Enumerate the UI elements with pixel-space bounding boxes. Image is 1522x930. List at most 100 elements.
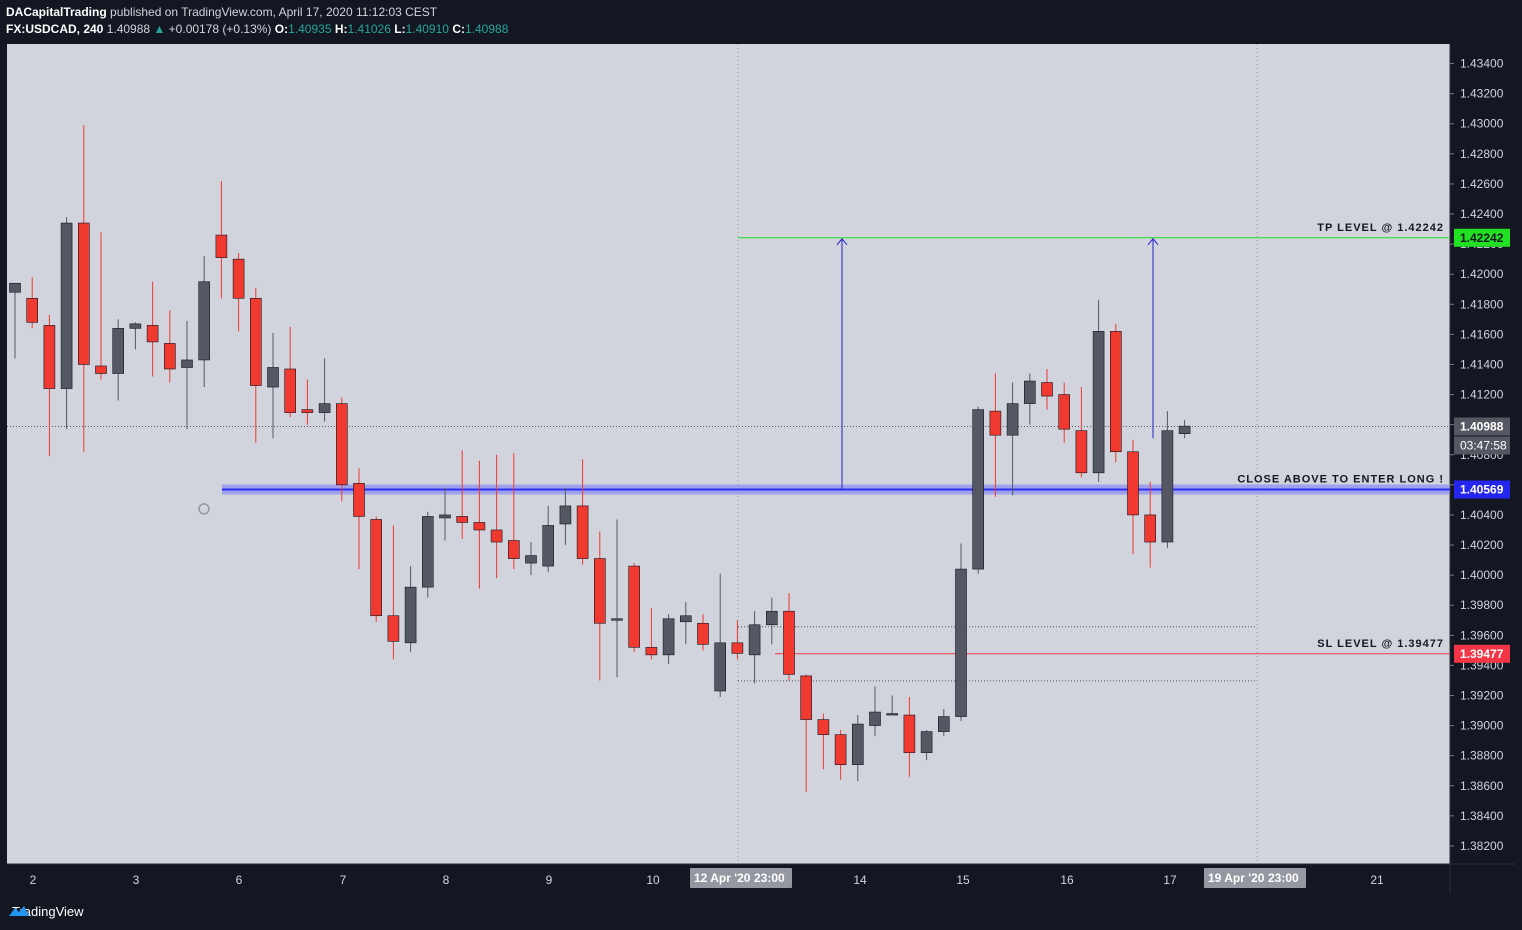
candle-bearish[interactable]	[490, 529, 503, 543]
x-tick-label: 15	[956, 873, 970, 887]
candle-bullish[interactable]	[198, 281, 210, 361]
y-tick-label: 1.39600	[1460, 628, 1504, 642]
candle-bearish[interactable]	[576, 505, 589, 559]
candle-bullish[interactable]	[920, 731, 933, 753]
candle-bearish[interactable]	[817, 719, 830, 735]
y-tick-label: 1.42600	[1460, 177, 1504, 191]
candle-bearish[interactable]	[473, 522, 486, 531]
candle-bullish[interactable]	[129, 323, 142, 329]
candle-bearish[interactable]	[146, 325, 159, 343]
candle-bearish[interactable]	[370, 519, 383, 617]
y-tick-label: 1.42000	[1460, 267, 1504, 281]
candle-bullish[interactable]	[1161, 430, 1174, 543]
tradingview-logo-icon	[9, 906, 29, 916]
low-value: 1.40910	[405, 22, 449, 36]
candle-bullish[interactable]	[181, 359, 193, 368]
candle-bearish[interactable]	[507, 540, 520, 559]
candle-bearish[interactable]	[164, 343, 176, 370]
candle-bearish[interactable]	[834, 734, 847, 765]
candle-bearish[interactable]	[903, 714, 916, 753]
y-tick-label: 1.43200	[1460, 87, 1504, 101]
candle-bullish[interactable]	[525, 555, 537, 564]
candle-bearish[interactable]	[215, 234, 228, 258]
candle-bearish[interactable]	[645, 647, 658, 656]
candle-bullish[interactable]	[869, 711, 881, 726]
x-tick-label: 8	[443, 873, 450, 887]
brand-name: TradingView	[12, 904, 84, 919]
candle-bearish[interactable]	[1144, 514, 1156, 543]
candle-bullish[interactable]	[559, 505, 572, 525]
x-tick-label: 10	[646, 873, 660, 887]
candle-bearish[interactable]	[95, 365, 107, 374]
candle-bullish[interactable]	[1024, 380, 1036, 404]
high-label: H:	[334, 22, 348, 36]
candle-bullish[interactable]	[318, 403, 331, 413]
y-tick-label: 1.38800	[1460, 749, 1504, 763]
candlestick-chart[interactable]: 1.43400 1.43200 1.43000 1.42800 1.42600 1.424…	[0, 44, 1522, 894]
candle-bullish[interactable]	[714, 642, 727, 692]
y-tick-label: 1.41600	[1460, 327, 1504, 341]
candle-bearish[interactable]	[78, 222, 90, 365]
candle-bearish[interactable]	[284, 368, 297, 413]
candle-bearish[interactable]	[697, 622, 709, 645]
candle-bullish[interactable]	[955, 568, 967, 717]
candle-bullish[interactable]	[765, 610, 778, 626]
sl-price-tag	[1454, 644, 1510, 663]
close-value: 1.40988	[464, 22, 509, 36]
candle-bullish[interactable]	[886, 713, 899, 716]
candle-bearish[interactable]	[783, 610, 795, 675]
candle-bullish[interactable]	[851, 723, 864, 765]
candle-bullish[interactable]	[1006, 403, 1019, 436]
candle-bearish[interactable]	[628, 565, 641, 648]
candle-bearish[interactable]	[43, 325, 56, 389]
candle-bearish[interactable]	[335, 403, 348, 486]
y-tick-label: 1.42800	[1460, 147, 1504, 161]
candle-bullish[interactable]	[611, 618, 623, 621]
candle-bearish[interactable]	[1110, 331, 1122, 453]
candle-bearish[interactable]	[800, 675, 813, 720]
tp-price-tag	[1454, 228, 1510, 247]
candle-bearish[interactable]	[456, 516, 469, 523]
candle-bullish[interactable]	[662, 618, 675, 656]
y-tick-label: 1.38200	[1460, 839, 1504, 853]
candle-bearish[interactable]	[593, 558, 606, 624]
y-tick-label: 1.41400	[1460, 357, 1504, 371]
candle-bullish[interactable]	[421, 516, 434, 588]
candle-bearish[interactable]	[232, 258, 245, 299]
chart-frame[interactable]: 1.43400 1.43200 1.43000 1.42800 1.42600 1.424…	[0, 44, 1522, 894]
candle-bullish[interactable]	[748, 624, 761, 656]
open-value: 1.40935	[288, 22, 332, 36]
y-tick-label: 1.42400	[1460, 207, 1504, 221]
plot-area[interactable]	[7, 44, 1450, 864]
candle-bearish[interactable]	[1127, 451, 1139, 516]
candle-bearish[interactable]	[1041, 382, 1053, 397]
candle-bearish[interactable]	[1075, 430, 1088, 474]
symbol-label[interactable]: FX:USDCAD, 240	[6, 22, 104, 36]
candle-bearish[interactable]	[250, 297, 262, 386]
candle-bullish[interactable]	[679, 615, 692, 623]
entry-price-tag-text: 1.40569	[1460, 483, 1504, 497]
candle-bullish[interactable]	[267, 367, 279, 388]
candle-bullish[interactable]	[9, 282, 21, 293]
candle-bullish[interactable]	[972, 409, 985, 570]
candle-bullish[interactable]	[1178, 425, 1191, 434]
candle-bearish[interactable]	[26, 297, 39, 323]
candle-bullish[interactable]	[1092, 331, 1105, 474]
candle-bullish[interactable]	[542, 525, 555, 567]
x-tick-label: 14	[853, 873, 867, 887]
candle-bearish[interactable]	[353, 483, 365, 517]
candle-bullish[interactable]	[404, 586, 417, 644]
candle-bullish[interactable]	[60, 222, 73, 389]
candle-bullish[interactable]	[112, 328, 124, 374]
candle-bearish[interactable]	[731, 642, 744, 654]
candle-bearish[interactable]	[1058, 394, 1070, 430]
time-axis-badge	[690, 868, 792, 888]
tradingview-brand[interactable]: TradingView	[8, 904, 84, 919]
candle-bullish[interactable]	[439, 514, 451, 519]
candle-bullish[interactable]	[937, 716, 950, 732]
candle-bearish[interactable]	[989, 410, 1002, 436]
candle-bearish[interactable]	[387, 615, 400, 642]
candle-bearish[interactable]	[301, 409, 314, 413]
sl-price-tag-text: 1.39477	[1460, 647, 1504, 661]
author-name[interactable]: DACapitalTrading	[6, 5, 107, 19]
